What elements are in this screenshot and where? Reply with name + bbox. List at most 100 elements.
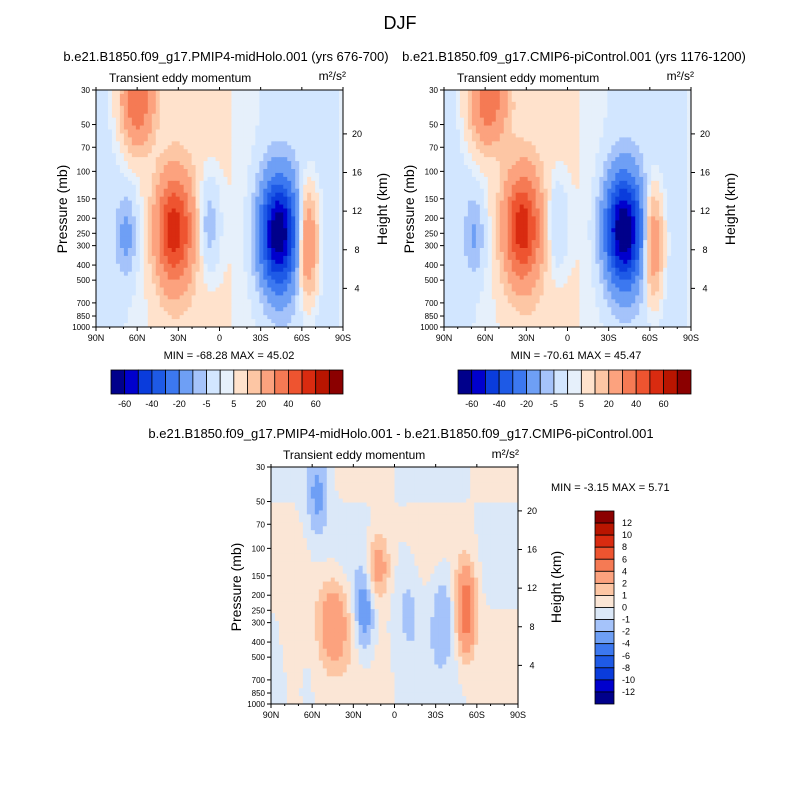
contour-cell [151,212,157,217]
contour-cell [231,220,236,225]
contour-cell [487,153,493,158]
contour-cell [267,267,272,273]
contour-cell [131,319,137,324]
contour-cell [495,133,501,138]
contour-cell [263,97,268,103]
contour-cell [143,184,149,190]
contour-cell [271,208,276,213]
contour-cell [139,101,145,107]
contour-cell [191,184,196,190]
x-tick-label: 30N [170,333,187,343]
contour-cell [323,117,328,122]
contour-cell [139,172,145,178]
contour-cell [599,90,604,95]
contour-cell [463,145,469,150]
contour-cell [639,141,644,146]
contour-cell [255,323,260,328]
contour-cell [455,141,461,146]
contour-cell [139,311,145,316]
contour-cell [327,129,332,134]
contour-cell [635,149,640,154]
contour-cell [179,184,185,190]
contour-cell [603,117,608,122]
contour-cell [131,184,137,190]
contour-cell [103,295,109,300]
contour-cell [219,149,224,154]
contour-cell [259,307,264,312]
contour-cell [523,97,529,103]
contour-cell [151,93,157,99]
contour-cell [331,90,336,95]
contour-cell [319,153,324,158]
contour-cell [619,101,624,107]
contour-cell [311,133,316,138]
contour-cell [527,97,533,103]
contour-cell [175,220,181,225]
contour-cell [291,188,296,194]
contour-cell [227,303,232,308]
contour-cell [207,117,212,122]
contour-cell [131,224,137,229]
contour-cell [551,153,556,158]
contour-cell [103,299,109,304]
contour-cell [151,259,157,265]
contour-cell [239,161,244,166]
contour-cell [295,248,300,253]
contour-cell [627,157,632,162]
contour-cell [219,137,224,142]
panel-1-contours [96,90,344,328]
contour-cell [139,240,145,245]
contour-cell [235,141,240,146]
contour-cell [199,279,204,284]
contour-cell [107,97,113,103]
contour-cell [275,109,280,115]
contour-cell [307,161,312,166]
contour-cell [99,109,105,115]
contour-cell [299,319,304,324]
contour-cell [631,133,636,138]
contour-cell [635,121,640,126]
contour-cell [471,90,477,95]
contour-cell [151,251,157,257]
contour-cell [327,188,332,194]
contour-cell [271,295,276,300]
contour-cell [535,145,541,150]
contour-cell [167,275,173,280]
contour-cell [303,188,308,194]
contour-cell [107,153,113,158]
contour-cell [231,295,236,300]
contour-cell [635,125,640,130]
contour-cell [683,97,688,103]
contour-cell [483,129,489,134]
contour-cell [591,157,596,162]
contour-cell [147,267,153,273]
contour-cell [223,271,228,277]
contour-cell [499,117,505,122]
contour-cell [139,291,145,296]
contour-cell [495,129,501,134]
contour-cell [259,90,264,95]
contour-cell [163,165,169,170]
contour-cell [575,137,580,142]
contour-cell [175,97,181,103]
contour-cell [339,228,344,233]
contour-cell [111,283,117,288]
contour-cell [535,141,541,146]
contour-cell [251,287,256,292]
contour-cell [135,287,141,292]
contour-cell [111,117,117,122]
contour-cell [515,129,521,134]
contour-cell [96,125,101,130]
contour-cell [203,323,208,328]
contour-cell [571,125,576,130]
contour-cell [155,315,161,320]
contour-cell [227,263,232,269]
contour-cell [671,133,676,138]
contour-cell [287,169,292,174]
contour-cell [263,169,268,174]
contour-cell [267,208,272,213]
contour-cell [335,248,340,253]
contour-cell [155,275,161,280]
contour-cell [227,137,232,142]
contour-cell [444,141,449,146]
